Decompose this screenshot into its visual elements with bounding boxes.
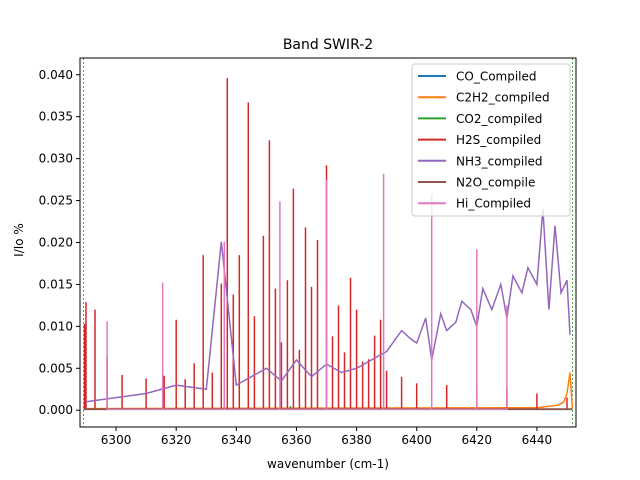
legend-entry: Hi_Compiled (456, 197, 531, 211)
y-tick-label: 0.020 (39, 236, 73, 250)
x-tick-label: 6320 (161, 433, 192, 447)
y-axis-ticks: 0.000 0.005 0.010 0.015 0.020 0.025 0.030 0.035… (39, 68, 80, 417)
y-tick-label: 0.000 (39, 403, 73, 417)
x-tick-label: 6340 (221, 433, 252, 447)
series-c2h2-compiled (83, 372, 574, 410)
x-tick-label: 6420 (462, 433, 493, 447)
legend-entry: NH3_compiled (456, 154, 543, 168)
series-line (85, 208, 571, 403)
band-edge-lines (83, 58, 573, 427)
legend-entry: CO2_compiled (456, 112, 542, 126)
series-line (106, 173, 508, 410)
x-tick-label: 6360 (281, 433, 312, 447)
legend: CO_Compiled C2H2_compiled CO2_compiled H2S_… (411, 63, 571, 217)
legend-box (411, 63, 571, 217)
y-tick-label: 0.010 (39, 319, 73, 333)
legend-entry: CO_Compiled (456, 70, 537, 84)
y-tick-label: 0.005 (39, 361, 73, 375)
y-axis-label: I/Io % (12, 223, 26, 257)
x-tick-label: 6380 (341, 433, 372, 447)
x-axis-ticks: 6300 6320 6340 6360 6380 6400 6420 6440 (101, 427, 552, 447)
series-hi-compiled (106, 173, 508, 410)
legend-entry: C2H2_compiled (456, 91, 550, 105)
y-tick-label: 0.035 (39, 110, 73, 124)
plot-area (79, 57, 577, 428)
series-line (83, 372, 574, 410)
x-tick-label: 6440 (522, 433, 553, 447)
x-tick-label: 6300 (101, 433, 132, 447)
chart-title: Band SWIR-2 (283, 37, 373, 53)
y-tick-label: 0.040 (39, 68, 73, 82)
legend-entry: N2O_compile (456, 176, 535, 190)
y-tick-label: 0.015 (39, 277, 73, 291)
legend-entry: H2S_compiled (456, 133, 541, 147)
x-tick-label: 6400 (401, 433, 432, 447)
y-tick-label: 0.025 (39, 194, 73, 208)
x-axis-label: wavenumber (cm-1) (267, 457, 389, 471)
y-tick-label: 0.030 (39, 152, 73, 166)
series-nh3-compiled (85, 208, 571, 403)
series-layer (83, 78, 574, 411)
